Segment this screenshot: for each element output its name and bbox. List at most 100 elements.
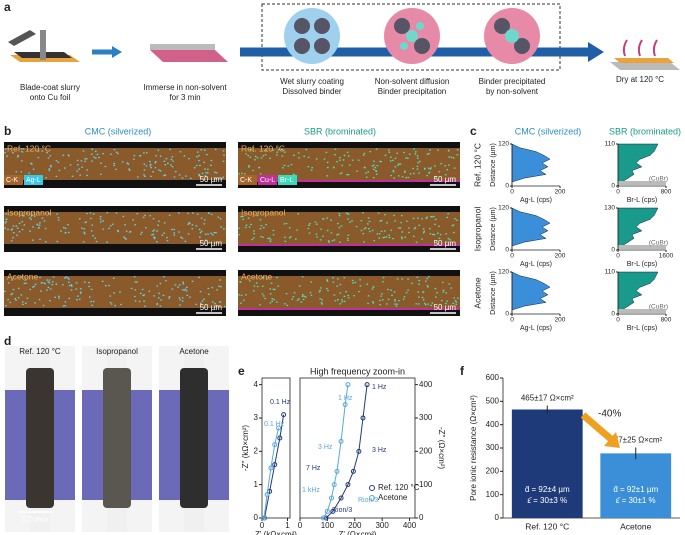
speckle [156, 285, 159, 287]
speckle [5, 220, 7, 223]
speckle [154, 167, 157, 169]
speckle [424, 168, 426, 170]
y-tick-label: 200 [419, 446, 433, 455]
speckle [48, 279, 51, 281]
speckle [62, 154, 65, 156]
speckle [429, 233, 432, 235]
speckle [196, 213, 199, 215]
speckle [326, 280, 329, 282]
speckle [143, 300, 145, 302]
data-point [320, 515, 326, 521]
speckle [343, 295, 346, 298]
speckle [347, 239, 349, 241]
speckle [207, 212, 210, 214]
speckle [82, 241, 85, 243]
legend-label: C-K [240, 177, 252, 184]
speckle [197, 151, 199, 153]
speckle [67, 154, 70, 156]
speckle [418, 172, 420, 174]
speckle [188, 222, 191, 224]
speckle [239, 281, 242, 283]
speckle [256, 214, 259, 217]
tray [150, 50, 228, 62]
speckle [445, 302, 447, 305]
speckle [297, 213, 300, 215]
speckle [341, 164, 343, 167]
speckle [193, 167, 196, 169]
speckle [47, 286, 50, 289]
speckle [7, 299, 9, 301]
speckle [100, 162, 102, 164]
data-point [338, 438, 344, 444]
speckle [175, 170, 177, 173]
speckle [418, 224, 421, 226]
speckle [133, 158, 135, 160]
speckle [302, 294, 304, 296]
speckle [136, 213, 139, 215]
speckle [327, 289, 329, 292]
heat [622, 39, 658, 57]
speckle [117, 229, 119, 232]
speckle [83, 232, 86, 235]
speckle [88, 285, 91, 288]
profile [511, 207, 551, 250]
speckle [24, 279, 27, 281]
x-tick-label: 0 [616, 253, 620, 260]
speckle [405, 157, 407, 159]
speckle [378, 233, 381, 235]
speckle [319, 298, 322, 300]
speckle [380, 160, 382, 163]
speckle [161, 234, 164, 236]
y-tick-label: 400 [486, 420, 500, 429]
speckle [133, 276, 136, 278]
speckle [288, 227, 291, 229]
data-point [261, 515, 267, 521]
speckle [39, 276, 41, 279]
speckle [321, 303, 323, 305]
speckle [416, 168, 419, 170]
speckle [440, 299, 443, 302]
y-tick-label: 0 [505, 247, 509, 254]
speckle [360, 229, 363, 232]
speckle [21, 301, 24, 303]
speckle [289, 236, 292, 238]
speckle [250, 223, 252, 226]
speckle [417, 162, 420, 164]
speckle [259, 228, 262, 230]
speckle [265, 149, 268, 151]
speckle [17, 154, 20, 157]
speckle [182, 281, 184, 283]
step-caption: Binder precipitated [479, 77, 546, 86]
y-tick-label: 0 [505, 183, 509, 190]
speckle [214, 148, 217, 151]
speckle [269, 239, 272, 241]
data-point [276, 425, 282, 431]
speckle [113, 148, 116, 151]
speckle [271, 298, 274, 300]
speckle [273, 288, 276, 291]
speckle [198, 228, 201, 231]
x-tick-label: 200 [555, 253, 566, 260]
speckle [214, 302, 216, 305]
speckle [345, 291, 347, 293]
speckle [438, 237, 441, 239]
speckle [342, 159, 345, 161]
speckle [58, 295, 60, 297]
speckle [24, 302, 27, 304]
speckle [454, 218, 456, 220]
speckle [414, 153, 417, 155]
speckle [114, 304, 116, 307]
speckle [186, 294, 188, 297]
speckle [62, 284, 64, 286]
speckle [452, 157, 455, 159]
speckle [330, 232, 333, 234]
speckle [372, 301, 374, 303]
speckle [7, 282, 10, 284]
cu-foil [238, 180, 460, 182]
speckle [326, 217, 328, 219]
speckle [356, 170, 359, 172]
speckle [214, 177, 217, 179]
speckle [25, 282, 27, 284]
speckle [339, 172, 342, 175]
